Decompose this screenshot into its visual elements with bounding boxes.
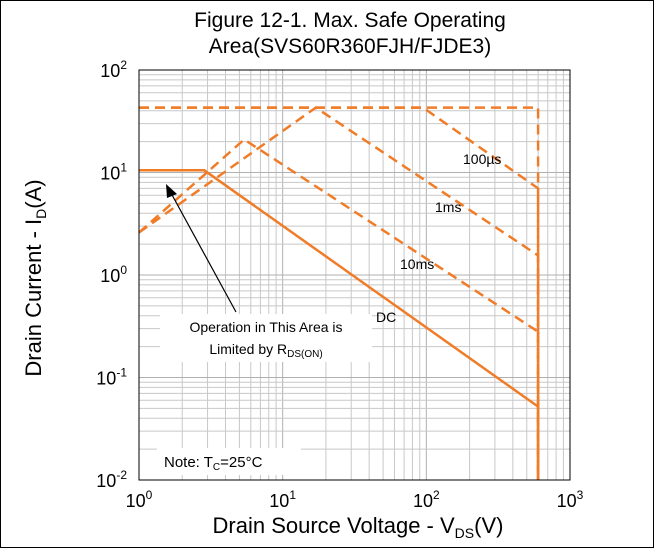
y-axis-label-sub: D [33,209,49,219]
note-sub: C [213,462,220,473]
area-annotation-box [160,314,372,362]
note-tail: =25°C [220,454,262,471]
note-main: Note: T [164,454,213,471]
series-layer [138,106,540,480]
series-line-limit [139,106,540,480]
x-axis-label-sub: DS [455,525,474,541]
x-tick-label: 102 [413,488,440,511]
x-axis-label-main: Drain Source Voltage - V [213,513,455,538]
x-axis-label: Drain Source Voltage - VDS(V) [213,513,504,541]
y-tick-label: 10-1 [96,366,127,389]
area-annotation-line-2-main: Limited by R [209,341,287,357]
plot-border [138,69,571,481]
annotation-arrow-line [170,192,237,313]
x-axis-label-tail: (V) [474,513,503,538]
series-line-100s [139,106,540,480]
area-annotation-line-2-sub: DS(ON) [287,349,323,360]
x-tick-label: 100 [126,488,153,511]
y-tick-label: 102 [100,58,127,81]
y-axis-label: Drain Current - ID(A) [21,179,49,376]
note-text: Note: TC=25°C [164,454,263,473]
x-tick-label: 103 [557,488,584,511]
y-axis-label-tail: (A) [21,179,46,208]
label-1ms: 1ms [435,199,461,215]
y-tick-label: 100 [100,263,127,286]
note-box [157,448,301,475]
y-tick-label: 101 [100,161,127,184]
chart-title-line-1: Figure 12-1. Max. Safe Operating [194,9,506,32]
y-axis-label-main: Drain Current - I [21,219,46,377]
chart-title-line-2: Area(SVS60R360FJH/FJDE3) [209,35,491,58]
label-100us: 100µs [463,151,501,167]
y-tick-label: 10-2 [96,468,127,491]
label-dc: DC [376,309,396,325]
area-annotation-line-1: Operation in This Area is [189,319,342,335]
y-tick-labels: 10-2 10-1 100 101 102 [96,58,127,491]
label-10ms: 10ms [400,256,434,272]
x-tick-label: 101 [269,488,296,511]
area-annotation-line-2: Limited by RDS(ON) [209,341,322,360]
x-tick-labels: 100 101 102 103 [126,488,584,511]
annotation-arrow-head [166,184,177,198]
